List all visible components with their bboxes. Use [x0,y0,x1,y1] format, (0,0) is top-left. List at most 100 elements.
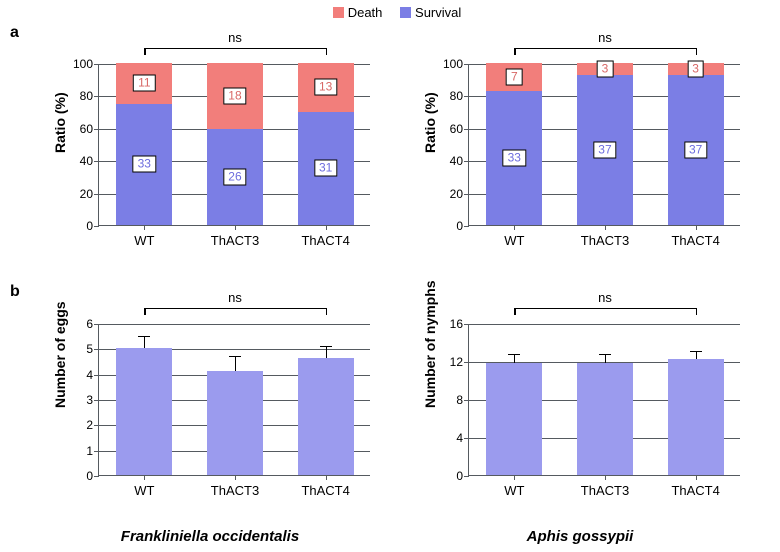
x-tick-mark [605,475,606,480]
legend-label-death: Death [348,5,383,20]
error-bar [235,357,236,371]
error-cap [229,356,241,357]
x-tick-label: ThACT3 [211,233,259,248]
species-label-left: Frankliniella occidentalis [121,528,299,545]
y-tick-mark [464,438,469,439]
y-tick-mark [94,451,99,452]
y-tick-mark [464,129,469,130]
bar [116,348,172,475]
y-tick-label: 80 [80,89,93,103]
x-tick-label: ThACT3 [581,483,629,498]
chart-b-left: 0123456WTThACT3ThACT4ns Number of eggs [40,288,380,508]
y-tick-mark [94,375,99,376]
error-bar [514,355,515,363]
error-bar [696,352,697,359]
x-tick-label: ThACT3 [581,233,629,248]
y-tick-mark [94,349,99,350]
bar-count-death: 11 [133,75,155,92]
y-tick-mark [464,96,469,97]
bar: 373 [668,63,724,225]
bar-count-survival: 31 [314,160,337,177]
x-tick-mark [235,475,236,480]
bar-count-death: 18 [223,88,246,105]
y-tick-mark [464,400,469,401]
y-tick-label: 4 [86,368,93,382]
plot-area: 020406080100WT3311ThACT32618ThACT43113ns [98,64,370,226]
x-tick-mark [514,475,515,480]
bar-count-survival: 37 [593,142,616,159]
y-tick-label: 6 [86,317,93,331]
y-tick-label: 20 [80,187,93,201]
x-tick-mark [144,225,145,230]
y-tick-mark [94,476,99,477]
y-tick-label: 0 [86,469,93,483]
x-tick-mark [605,225,606,230]
error-bar [605,355,606,363]
y-tick-mark [94,400,99,401]
bar-count-survival: 33 [503,150,526,167]
error-cap [599,354,611,355]
ns-label: ns [598,290,612,305]
x-tick-mark [326,475,327,480]
error-cap [690,351,702,352]
y-axis-title: Ratio (%) [422,133,438,153]
y-tick-label: 100 [73,57,93,71]
x-tick-mark [514,225,515,230]
x-tick-label: ThACT4 [301,233,349,248]
x-tick-mark [235,225,236,230]
y-tick-mark [464,362,469,363]
y-tick-label: 0 [456,469,463,483]
plot-area: 0481216WTThACT3ThACT4ns [468,324,740,476]
ns-label: ns [228,30,242,45]
y-tick-label: 60 [80,122,93,136]
y-tick-mark [464,161,469,162]
bar [207,371,263,475]
panel-label-b: b [10,283,20,301]
species-label-right: Aphis gossypii [527,528,634,545]
error-cap [138,336,150,337]
bar-count-survival: 26 [223,169,246,186]
y-tick-mark [464,476,469,477]
y-tick-mark [464,194,469,195]
bar: 3311 [116,63,172,225]
x-tick-label: ThACT3 [211,483,259,498]
y-tick-mark [94,425,99,426]
y-tick-label: 8 [456,393,463,407]
y-tick-label: 12 [450,355,463,369]
y-tick-label: 1 [86,444,93,458]
bar [577,363,633,475]
bar [298,358,354,475]
y-axis-title: Number of eggs [52,388,68,408]
x-tick-mark [144,475,145,480]
x-tick-label: WT [134,483,154,498]
y-tick-mark [464,64,469,65]
y-tick-label: 100 [443,57,463,71]
bar-count-death: 3 [597,61,614,78]
y-tick-mark [94,194,99,195]
bar: 3113 [298,63,354,225]
x-tick-label: ThACT4 [671,483,719,498]
error-bar [326,347,327,358]
bar [668,359,724,475]
y-tick-mark [94,129,99,130]
x-tick-mark [326,225,327,230]
plot-area: 0123456WTThACT3ThACT4ns [98,324,370,476]
y-tick-label: 16 [450,317,463,331]
bar-count-death: 7 [506,69,523,86]
y-tick-label: 0 [86,219,93,233]
plot-area: 020406080100WT337ThACT3373ThACT4373ns [468,64,740,226]
x-tick-label: WT [504,233,524,248]
y-tick-label: 20 [450,187,463,201]
y-tick-mark [464,226,469,227]
x-tick-label: ThACT4 [301,483,349,498]
y-tick-mark [94,161,99,162]
panel-label-a: a [10,24,19,42]
x-tick-label: WT [134,233,154,248]
bar: 37 3 [577,63,633,225]
y-tick-label: 60 [450,122,463,136]
grid-line [99,324,370,325]
y-tick-mark [464,324,469,325]
ns-label: ns [598,30,612,45]
chart-a-right: 020406080100WT337ThACT3373ThACT4373nsRat… [410,28,750,258]
y-tick-label: 2 [86,418,93,432]
